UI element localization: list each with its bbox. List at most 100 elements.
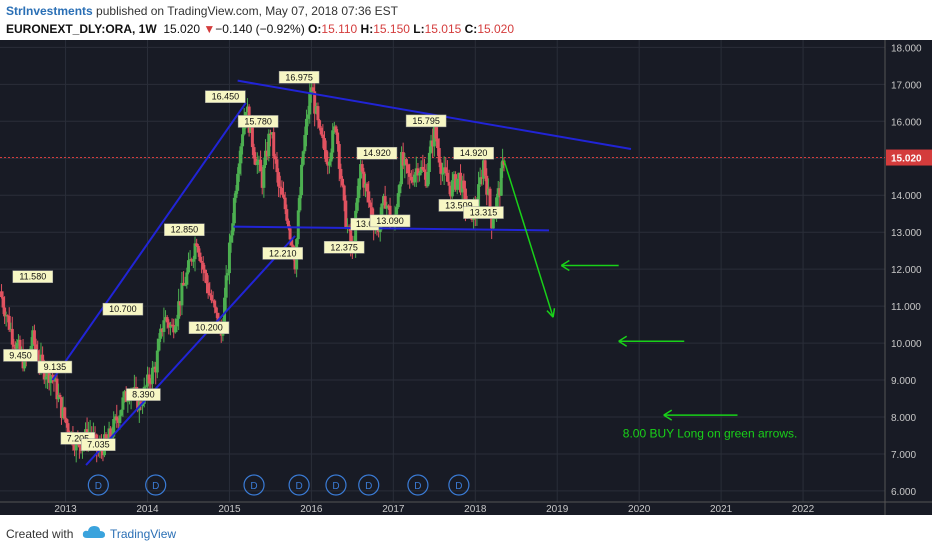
price-label: 12.375 [330, 242, 358, 252]
candle-body [1, 297, 5, 308]
price-label-box [205, 90, 246, 103]
candle-body [55, 378, 59, 400]
candle-body [198, 252, 202, 261]
published-text: published on TradingView.com, May 07, 20… [96, 4, 399, 18]
candle-body [285, 209, 289, 221]
dividend-marker [288, 474, 310, 496]
candle-body [282, 194, 286, 198]
candle-body [231, 223, 235, 236]
candle-body [355, 197, 359, 211]
candle-body [406, 164, 410, 174]
price-label-box [237, 115, 279, 128]
price-label: 8.390 [132, 390, 155, 400]
candle-body [434, 122, 438, 139]
candle-body [365, 183, 369, 192]
dividend-label: D [365, 481, 372, 492]
candle-body [13, 346, 17, 349]
candle-body [327, 161, 331, 166]
candle-body [486, 188, 490, 195]
candle-body [250, 122, 254, 148]
candle-body [0, 291, 4, 298]
candle-body [447, 181, 451, 186]
candle-body [159, 328, 163, 339]
candle-body [454, 174, 458, 190]
tradingview-link[interactable]: TradingView [110, 527, 177, 541]
candle-body [436, 138, 440, 149]
candle-body [386, 205, 390, 207]
price-label-box [453, 146, 494, 160]
candle-body [237, 163, 241, 174]
price-label: 13.315 [470, 208, 498, 218]
candle-body [144, 386, 148, 388]
candle-body [300, 164, 304, 196]
candle-body [15, 342, 19, 349]
footer: Created with TradingView [0, 515, 932, 550]
last-price-badge [886, 149, 932, 166]
candle-body [368, 202, 372, 208]
candle-body [196, 245, 200, 253]
candle-body [414, 168, 418, 175]
candle-body [363, 183, 367, 188]
candle-body [280, 188, 284, 195]
candle-body [275, 159, 279, 173]
candle-body [495, 197, 499, 212]
candle-body [209, 295, 213, 301]
price-label: 13.090 [376, 216, 404, 226]
dividend-label: D [332, 481, 339, 492]
chart-header: StrInvestments published on TradingView.… [0, 0, 932, 40]
candle-body [116, 420, 120, 423]
price-label-box [278, 71, 320, 84]
down-arrow-icon: ▼ [203, 22, 216, 36]
candle-body [293, 258, 297, 270]
candle-body [7, 315, 11, 330]
projection-arrow-line [503, 159, 554, 318]
candle-body [441, 173, 444, 175]
symbol-text: EURONEXT_DLY:ORA, 1W [6, 22, 157, 36]
candle-body [329, 152, 333, 162]
candle-body [147, 374, 151, 384]
candle-body [336, 132, 340, 145]
candle-body [64, 418, 68, 424]
candle-body [160, 328, 164, 332]
candle-body [331, 130, 335, 153]
candle-body [359, 164, 363, 179]
created-with-text: Created with [6, 527, 74, 541]
price-chart[interactable]: 18.00017.00016.00015.00014.00013.00012.0… [0, 40, 932, 515]
candle-body [245, 106, 249, 112]
y-tick-label: 6.000 [891, 487, 916, 498]
dividend-marker [358, 474, 380, 496]
candle-body [455, 178, 459, 190]
candle-body [457, 172, 461, 179]
candle-body [123, 391, 127, 398]
candle-body [296, 210, 300, 240]
candle-body [321, 134, 325, 139]
candle-body [395, 207, 399, 215]
price-label-box [3, 349, 38, 362]
candle-body [34, 344, 38, 351]
candle-body [268, 133, 272, 135]
price-label: 10.700 [109, 304, 137, 314]
candle-body [267, 133, 271, 157]
candle-body [367, 191, 371, 203]
author-link[interactable]: StrInvestments [6, 4, 93, 18]
chart-area[interactable]: 18.00017.00016.00015.00014.00013.00012.0… [0, 40, 932, 515]
dividend-label: D [295, 481, 302, 492]
candle-body [63, 407, 67, 419]
candle-body [50, 375, 54, 377]
candle-body [259, 159, 263, 172]
candle-body [241, 134, 245, 147]
candle-body [262, 165, 266, 188]
candle-body [324, 149, 328, 162]
candle-body [450, 180, 454, 197]
price-label-box [102, 302, 144, 316]
candle-body [119, 409, 123, 416]
candle-body [309, 87, 313, 94]
price-label: 10.200 [195, 323, 223, 333]
candle-body [107, 428, 111, 440]
candle-body [79, 447, 83, 452]
candle-body [41, 354, 45, 365]
candle-body [306, 114, 310, 119]
candle-body [460, 180, 464, 193]
candle-body [370, 207, 374, 219]
candle-body [304, 118, 308, 136]
